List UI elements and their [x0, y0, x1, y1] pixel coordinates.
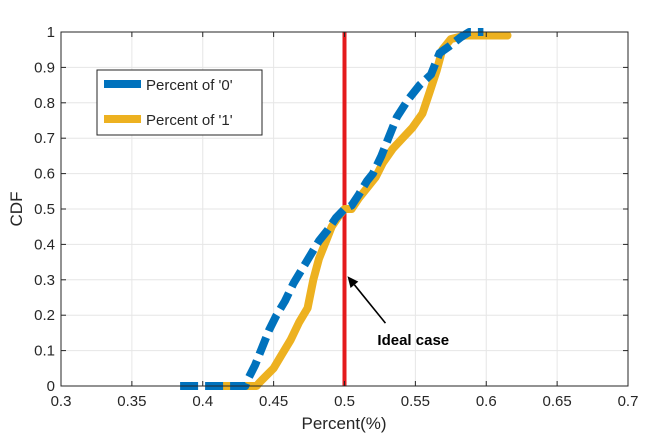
x-tick-label: 0.65 [543, 393, 572, 410]
annotation-arrowhead [347, 276, 359, 288]
annotation: Ideal case [347, 276, 449, 349]
legend-label-percent-of-1: Percent of '1' [146, 112, 233, 129]
x-tick-label: 0.6 [476, 393, 497, 410]
y-tick-label: 0.6 [34, 166, 55, 183]
series-line-percent-of-0 [180, 28, 484, 390]
x-tick-label: 0.4 [192, 393, 213, 410]
annotation-label: Ideal case [377, 332, 449, 349]
legend: Percent of '0' Percent of '1' [96, 69, 263, 136]
x-tick-label: 0.5 [334, 393, 355, 410]
x-tick-label: 0.45 [259, 393, 288, 410]
y-tick-label: 0.7 [34, 130, 55, 147]
legend-label-percent-of-0: Percent of '0' [146, 77, 233, 94]
annotation-arrow [353, 284, 387, 324]
x-tick-label: 0.35 [117, 393, 146, 410]
y-tick-label: 0.8 [34, 95, 55, 112]
y-tick-label: 0.1 [34, 343, 55, 360]
y-tick-labels: 0 0.1 0.2 0.3 0.4 0.5 0.6 0.7 0.8 0.9 1 [34, 24, 55, 395]
y-tick-label: 1 [47, 24, 55, 41]
y-tick-label: 0.3 [34, 272, 55, 289]
x-axis-label: Percent(%) [301, 414, 386, 433]
x-tick-label: 0.3 [51, 393, 72, 410]
y-tick-label: 0.5 [34, 201, 55, 218]
x-tick-label: 0.55 [401, 393, 430, 410]
y-tick-label: 0 [47, 378, 55, 395]
ticks [60, 31, 629, 387]
x-tick-labels: 0.3 0.35 0.4 0.45 0.5 0.55 0.6 0.65 0.7 [51, 393, 639, 410]
y-tick-label: 0.9 [34, 59, 55, 76]
y-tick-label: 0.4 [34, 236, 55, 253]
x-tick-label: 0.7 [618, 393, 639, 410]
y-axis-label: CDF [7, 192, 26, 227]
y-tick-label: 0.2 [34, 307, 55, 324]
series-layer [180, 28, 512, 390]
